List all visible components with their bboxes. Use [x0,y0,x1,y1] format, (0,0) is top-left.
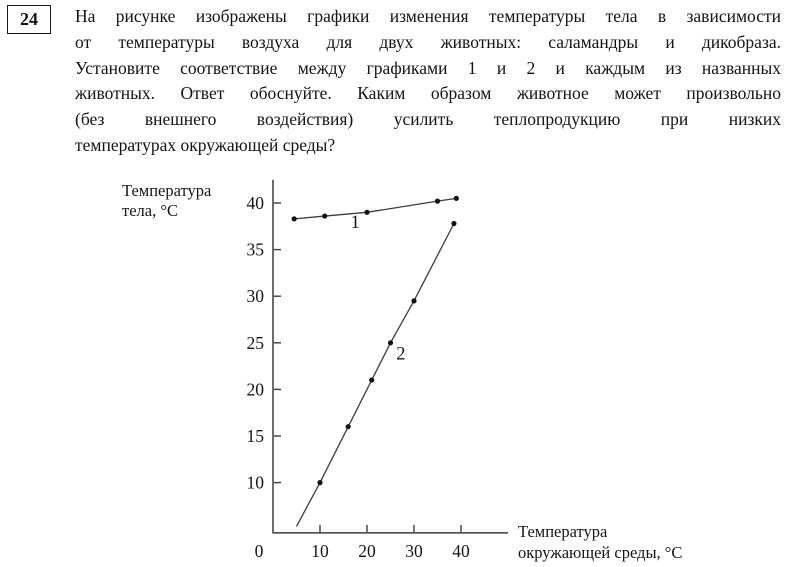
y-tick-label: 25 [247,333,265,353]
data-point [387,340,394,346]
y-tick-label: 20 [247,379,265,399]
axes [272,179,508,534]
data-point [434,198,441,204]
series-2-label: 2 [396,345,405,365]
question-number-box: 24 [7,5,51,34]
series-1-label: 1 [351,213,360,233]
series-1-line [294,197,457,220]
data-point [345,424,351,430]
y-axis-label-line: Температура [122,181,212,200]
data-point [451,220,457,227]
data-point [411,298,417,304]
question-text-line: температурах окружающей среды? [75,134,336,155]
x-axis-label-line: окружающей среды, °С [518,543,682,562]
data-point [322,213,328,219]
data-point [364,209,370,215]
x-tick-label: 40 [452,541,470,561]
y-tick-label: 30 [247,286,265,306]
y-tick-label: 10 [247,473,265,493]
question-text-line: от температуры воздуха для двух животных… [75,31,781,52]
x-tick-label: 20 [358,541,376,561]
question-text-line: Установите соответствие между графиками … [75,57,781,78]
y-tick-label: 40 [247,193,265,213]
question-text: На рисунке изображены графики изменения … [75,4,781,159]
x-tick-label: 0 [255,541,264,561]
data-point [317,480,323,486]
y-tick-label: 15 [247,426,265,446]
x-axis-label-line: Температура [518,522,608,541]
data-point [453,195,459,201]
x-tick-label: 10 [311,541,329,561]
data-point [291,216,297,222]
y-tick-label: 35 [247,240,265,260]
question-number: 24 [20,9,38,29]
question-text-line: животных. Ответ обоснуйте. Каким образом… [75,83,781,104]
data-point [369,377,375,383]
question-text-line: На рисунке изображены графики изменения … [75,6,781,26]
x-tick-label: 30 [405,541,423,561]
question-text-line: (без внешнего воздействия) усилить тепло… [75,109,781,130]
y-axis-label-line: тела, °С [122,201,178,220]
